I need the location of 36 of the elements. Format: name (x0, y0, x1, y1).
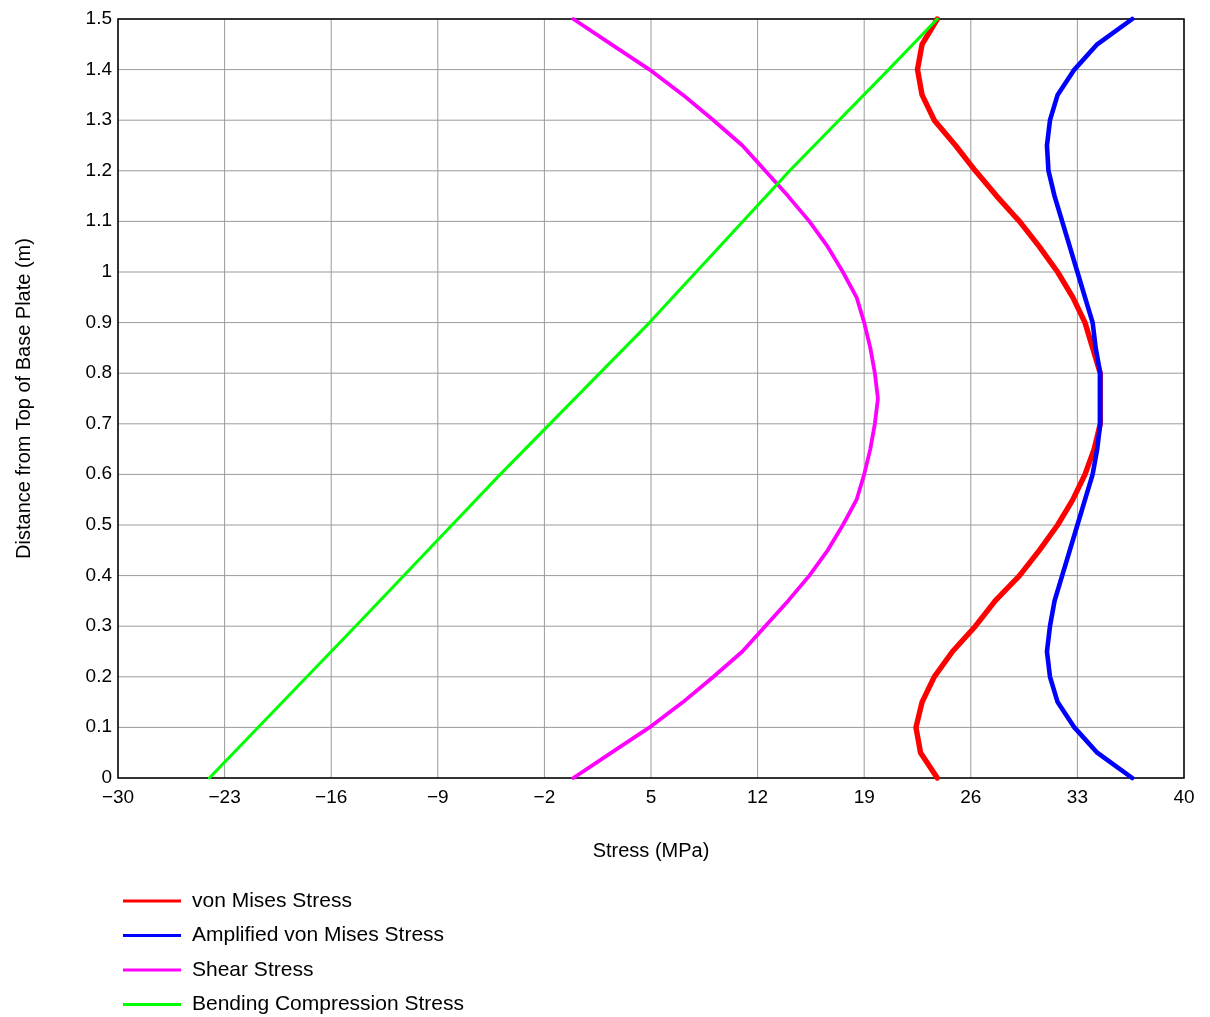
x-tick-label: −30 (101, 786, 135, 808)
y-tick-label: 1.1 (85, 209, 112, 231)
x-tick-label: −2 (533, 786, 556, 808)
x-tick-label: 40 (1173, 786, 1195, 808)
legend-label: Bending Compression Stress (192, 991, 464, 1015)
y-tick-label: 0.7 (85, 411, 112, 433)
y-tick-label: 0.5 (85, 513, 112, 535)
y-tick-label: 0.2 (85, 664, 112, 686)
x-tick-label: 26 (960, 786, 982, 808)
y-tick-label: 0.4 (85, 563, 113, 585)
x-tick-label: 33 (1066, 786, 1088, 808)
y-axis-title: Distance from Top of Base Plate (m) (12, 238, 34, 559)
line-series (207, 17, 939, 780)
x-tick-label: 5 (645, 786, 657, 808)
y-tick-label: 0.3 (85, 614, 112, 636)
y-tick-label: 1 (101, 260, 112, 282)
y-tick-label: 0.8 (85, 361, 112, 383)
y-tick-label: 1.5 (85, 7, 112, 29)
y-tick-label: 0.1 (85, 715, 112, 737)
legend-label: Shear Stress (192, 956, 314, 980)
x-tick-label: −23 (208, 786, 241, 808)
legend-label: von Mises Stress (192, 887, 352, 911)
y-tick-label: 1.2 (85, 158, 112, 180)
x-axis-title: Stress (MPa) (592, 839, 710, 861)
x-tick-label: −16 (315, 786, 348, 808)
y-tick-label: 0 (101, 766, 112, 788)
y-tick-label: 0.6 (85, 462, 112, 484)
y-tick-label: 1.4 (85, 57, 113, 79)
x-tick-label: −9 (426, 786, 449, 808)
y-tick-label: 1.3 (85, 108, 112, 130)
legend-label: Amplified von Mises Stress (192, 922, 445, 946)
line-series (1044, 16, 1135, 781)
line-series (571, 17, 880, 780)
y-tick-label: 0.9 (85, 310, 112, 332)
x-tick-label: 19 (853, 786, 875, 808)
x-tick-label: 12 (747, 786, 769, 808)
